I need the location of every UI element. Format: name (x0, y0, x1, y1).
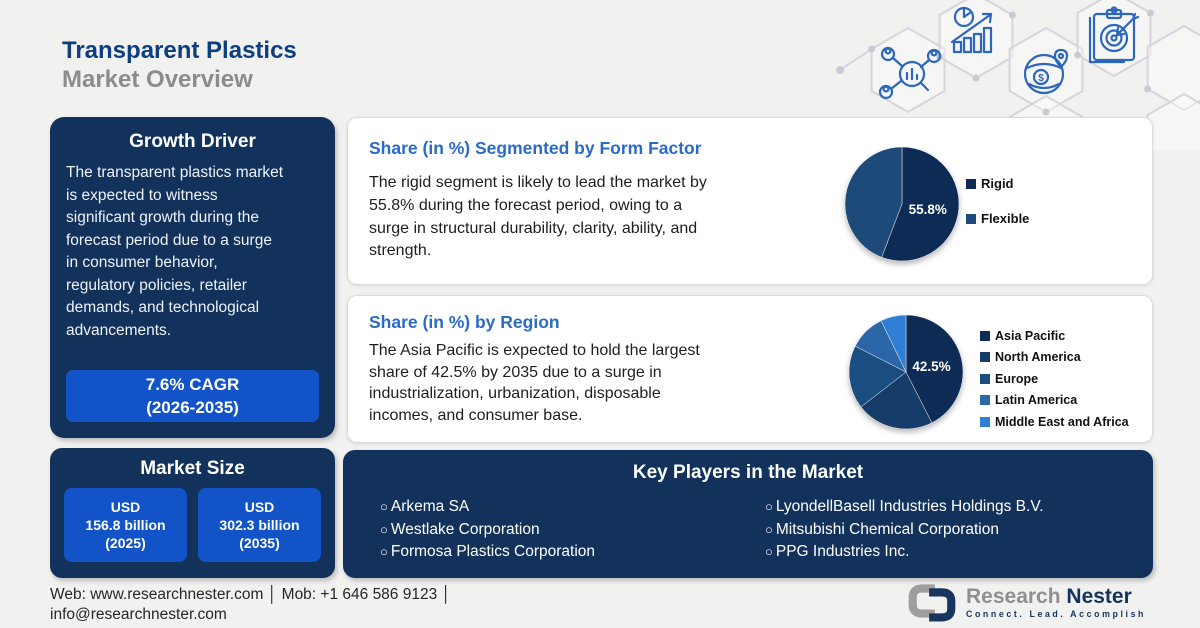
legend-item: Latin America (980, 391, 1129, 410)
key-player-name: LyondellBasell Industries Holdings B.V. (775, 498, 1044, 515)
cagr-value: 7.6% CAGR (145, 375, 240, 394)
region-pie-chart: 42.5% (848, 314, 964, 430)
contact-line-2: info@researchnester.com (50, 606, 227, 623)
year-2035: (2035) (239, 535, 280, 551)
market-size-2025-badge: USD 156.8 billion (2025) (64, 488, 187, 562)
logo-word-research: Research (966, 585, 1061, 608)
market-size-heading: Market Size (140, 458, 245, 479)
region-body: The Asia Pacific is expected to hold the… (369, 342, 700, 424)
key-player-item: ○ Mitsubishi Chemical Corporation (765, 519, 1044, 542)
legend-swatch (980, 330, 990, 341)
market-size-2035-badge: USD 302.3 billion (2035) (198, 488, 321, 562)
usd-label: USD (244, 499, 275, 515)
key-player-name: Westlake Corporation (390, 520, 540, 538)
pie-slice-asia-pacific (905, 314, 964, 424)
cagr-period: (2026-2035) (146, 398, 239, 417)
circle-bullet: ○ (765, 499, 773, 514)
form-factor-card: Share (in %) Segmented by Form Factor Th… (347, 117, 1153, 285)
footer-contact: Web: www.researchnester.com │ Mob: +1 64… (50, 585, 451, 625)
key-player-item: ○ Westlake Corporation (380, 519, 595, 542)
form-factor-body: The rigid segment is likely to lead the … (369, 174, 707, 260)
legend-swatch (980, 373, 990, 384)
value-2025: 156.8 billion (85, 517, 166, 533)
circle-bullet: ○ (380, 499, 388, 514)
legend-item: Middle East and Africa (980, 412, 1129, 431)
value-2035: 302.3 billion (219, 517, 300, 533)
key-player-item: ○ PPG Industries Inc. (765, 541, 1044, 564)
legend-label: Europe (995, 371, 1039, 386)
target-clipboard-icon (1088, 6, 1140, 64)
pie-slice-rigid (881, 146, 960, 262)
page-title: Transparent Plastics Market Overview (62, 36, 297, 94)
key-player-name: Arkema SA (390, 498, 470, 515)
growth-driver-panel: Growth Driver The transparent plastics m… (50, 117, 335, 438)
key-player-item: ○ LyondellBasell Industries Holdings B.V. (765, 496, 1044, 519)
key-player-name: Mitsubishi Chemical Corporation (775, 520, 999, 538)
legend-label: North America (995, 350, 1081, 365)
form-factor-legend: Rigid Flexible (966, 174, 1029, 228)
legend-item: Europe (980, 369, 1129, 388)
pie-data-label: 42.5% (912, 359, 950, 374)
legend-swatch (980, 395, 990, 406)
legend-item: North America (980, 348, 1129, 367)
legend-swatch (966, 178, 976, 189)
pie-slice-north-america (860, 371, 933, 430)
logo-tagline: Connect. Lead. Accomplish (966, 609, 1147, 619)
legend-item: Asia Pacific (980, 326, 1129, 345)
region-legend: Asia Pacific North America Europe Latin Ame… (980, 326, 1129, 431)
legend-label: Asia Pacific (995, 328, 1066, 343)
legend-item: Rigid (966, 174, 1029, 193)
key-players-column-1: ○ Arkema SA ○ Westlake Corporation ○ Formosa … (380, 496, 595, 564)
key-player-item: ○ Formosa Plastics Corporation (380, 541, 595, 564)
circle-bullet: ○ (380, 544, 388, 559)
circle-bullet: ○ (380, 521, 388, 537)
form-factor-pie-chart: 55.8% (844, 146, 960, 262)
logo-word-nester: Nester (1066, 585, 1132, 608)
legend-swatch (980, 352, 990, 363)
growth-driver-body: The transparent plastics market is expec… (66, 164, 284, 339)
circle-bullet: ○ (765, 544, 773, 559)
research-nester-logo: Research Nester Connect. Lead. Accomplis… (906, 580, 1146, 624)
key-players-panel: Key Players in the Market ○ Arkema SA ○ Wes… (343, 450, 1153, 578)
legend-item: Flexible (966, 209, 1029, 228)
form-factor-heading: Share (in %) Segmented by Form Factor (369, 138, 702, 158)
key-players-heading: Key Players in the Market (632, 462, 864, 483)
region-card: Share (in %) by Region The Asia Pacific … (347, 295, 1153, 443)
contact-line-1: Web: www.researchnester.com │ Mob: +1 64… (50, 586, 452, 603)
region-heading: Share (in %) by Region (369, 312, 560, 332)
legend-label: Rigid (981, 176, 1014, 191)
legend-label: Middle East and Africa (995, 414, 1129, 429)
legend-swatch (980, 416, 990, 427)
legend-label: Latin America (995, 393, 1078, 408)
key-player-name: PPG Industries Inc. (775, 543, 910, 560)
key-player-item: ○ Arkema SA (380, 496, 595, 519)
hexagon-decoration: $ (836, 0, 1200, 150)
circle-bullet: ○ (765, 521, 773, 537)
key-player-name: Formosa Plastics Corporation (390, 543, 596, 560)
global-money-icon (1023, 48, 1069, 95)
pie-slice-middle-east-and-africa (880, 314, 907, 373)
pie-slice-flexible (844, 146, 903, 258)
legend-label: Flexible (981, 211, 1030, 226)
growth-chart-icon (950, 6, 993, 54)
pie-data-label: 55.8% (909, 202, 947, 217)
cagr-badge: 7.6% CAGR (2026-2035) (66, 370, 319, 422)
chain-link-logo-icon (908, 584, 956, 622)
usd-label: USD (110, 499, 141, 515)
key-players-column-2: ○ LyondellBasell Industries Holdings B.V.… (765, 496, 1044, 564)
legend-swatch (966, 213, 976, 224)
market-size-panel: Market Size USD 156.8 billion (2025) USD… (50, 448, 335, 578)
title-line-1: Transparent Plastics (62, 37, 297, 64)
year-2025: (2025) (105, 535, 146, 551)
growth-driver-heading: Growth Driver (129, 131, 256, 152)
title-line-2: Market Overview (62, 66, 253, 93)
market-analysis-icon (878, 46, 942, 100)
pie-slice-europe (848, 345, 907, 408)
dollar-glyph: $ (1038, 73, 1044, 84)
